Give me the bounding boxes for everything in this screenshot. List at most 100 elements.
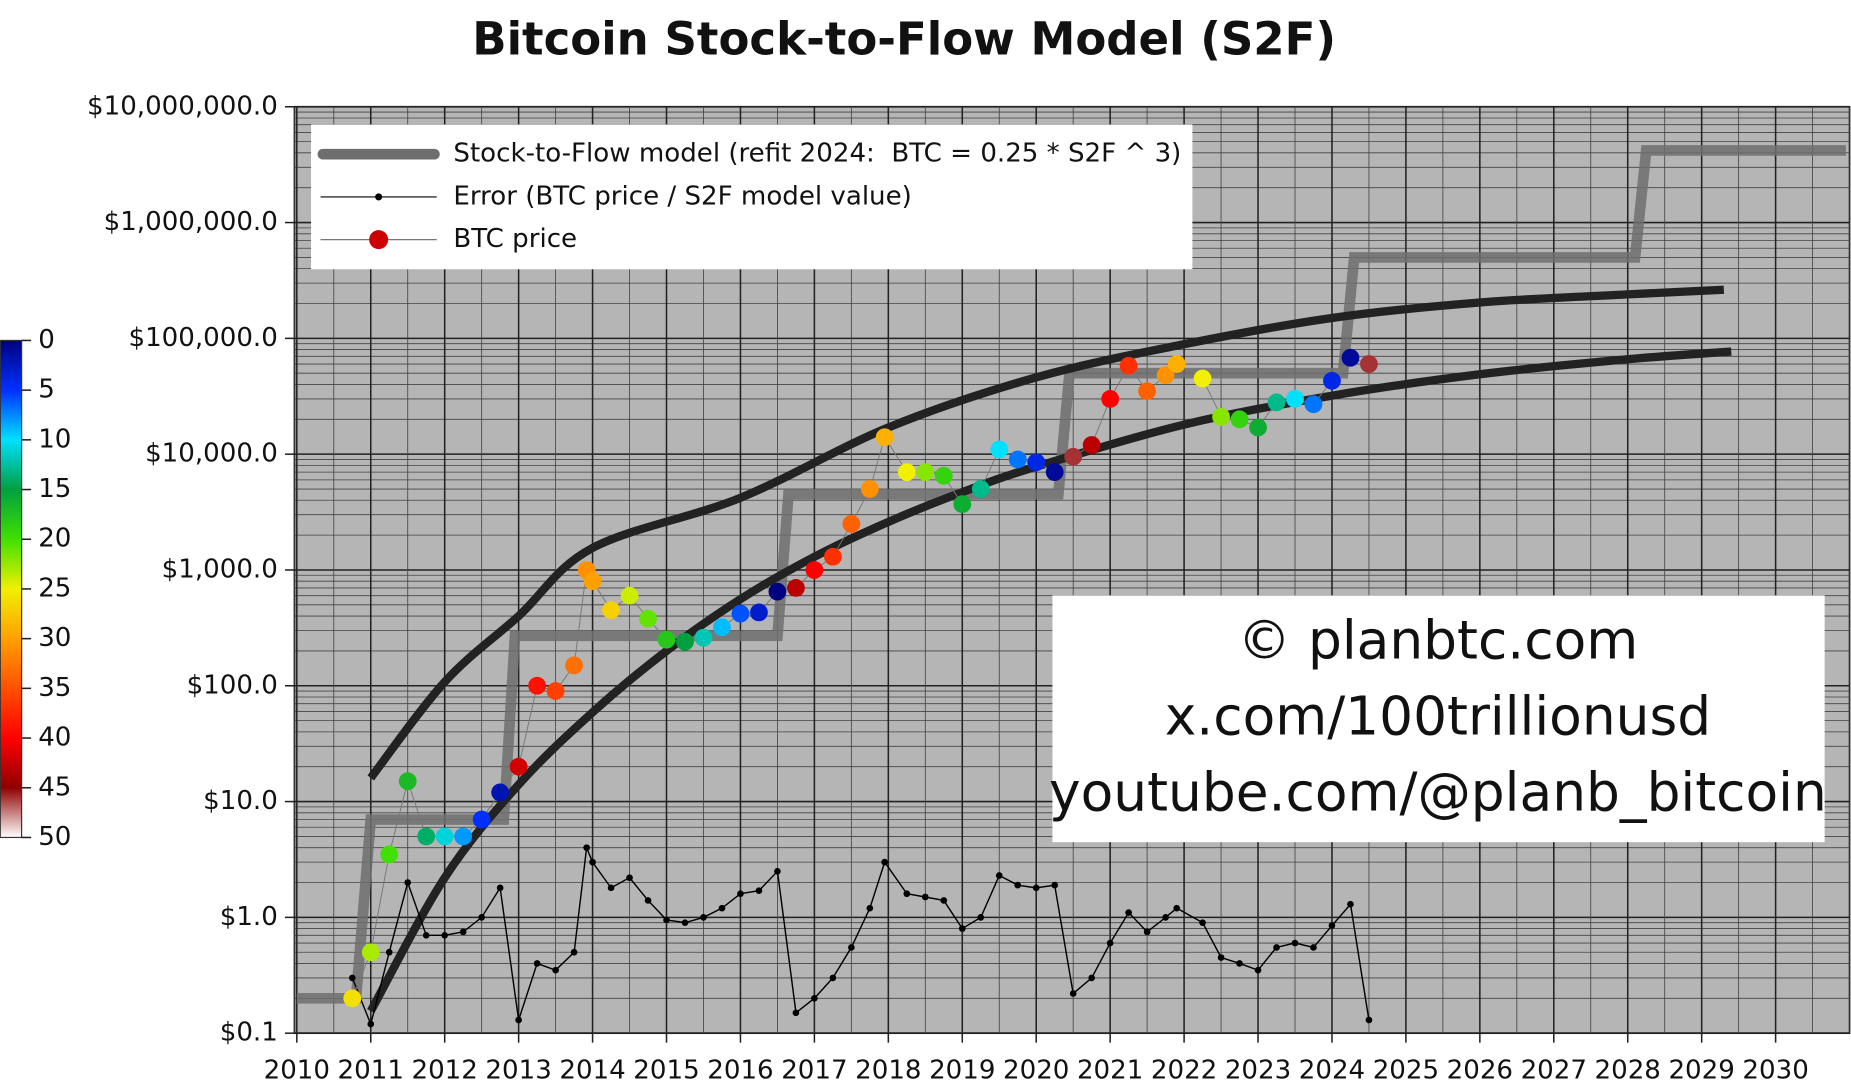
price-point — [417, 827, 436, 846]
error-point — [921, 893, 929, 901]
price-point — [934, 466, 953, 485]
watermark-text: x.com/100trillionusd — [1165, 685, 1711, 748]
legend-label: Stock-to-Flow model (refit 2024: BTC = 0… — [453, 139, 1181, 169]
error-point — [1310, 944, 1317, 951]
error-point — [718, 904, 726, 912]
x-tick-label: 2013 — [485, 1056, 551, 1083]
error-point — [583, 844, 590, 851]
error-point — [811, 994, 818, 1002]
price-point — [971, 480, 990, 498]
x-tick-label: 2030 — [1742, 1056, 1808, 1083]
chart-title: Bitcoin Stock-to-Flow Model (S2F) — [472, 13, 1336, 66]
x-tick-label: 2025 — [1373, 1056, 1439, 1083]
price-point — [842, 514, 861, 533]
error-point — [1106, 939, 1114, 947]
legend-label: Error (BTC price / S2F model value) — [453, 181, 911, 211]
y-tick-label: $1,000.0 — [162, 554, 278, 584]
x-tick-label: 2010 — [264, 1056, 330, 1083]
colorbar-tick-label: 45 — [38, 772, 71, 802]
error-point — [866, 904, 874, 912]
x-tick-label: 2018 — [855, 1056, 921, 1083]
legend-swatch — [375, 193, 383, 201]
price-point — [1249, 418, 1267, 437]
error-point — [1125, 909, 1132, 916]
error-point — [881, 858, 888, 866]
error-point — [1254, 966, 1262, 974]
error-point — [552, 966, 559, 974]
x-tick-label: 2027 — [1521, 1056, 1587, 1083]
price-point — [1212, 407, 1230, 426]
price-point — [1304, 395, 1323, 414]
x-tick-label: 2022 — [1151, 1056, 1217, 1083]
price-point — [546, 682, 565, 700]
error-point — [478, 914, 485, 921]
price-point — [860, 480, 879, 498]
x-tick-label: 2020 — [1003, 1056, 1069, 1083]
price-point — [398, 772, 417, 791]
error-point — [496, 884, 504, 892]
price-point — [491, 783, 510, 802]
x-tick-label: 2019 — [929, 1056, 995, 1083]
x-tick-label: 2024 — [1299, 1056, 1365, 1083]
error-point — [607, 884, 615, 892]
price-point — [1027, 453, 1046, 472]
colorbar-tick-label: 35 — [38, 673, 71, 703]
price-point — [343, 989, 362, 1008]
price-point — [1193, 369, 1212, 388]
price-point — [639, 609, 657, 628]
price-point — [875, 428, 894, 447]
legend — [311, 124, 1193, 270]
x-tick-label: 2029 — [1668, 1056, 1734, 1083]
band-line — [367, 347, 1732, 1014]
price-point — [787, 579, 805, 597]
price-point — [454, 827, 473, 846]
error-point — [644, 897, 652, 904]
price-point — [1286, 390, 1304, 408]
x-tick-label: 2011 — [338, 1056, 404, 1083]
price-point — [1167, 355, 1186, 373]
error-point — [1032, 884, 1040, 892]
error-point — [626, 874, 633, 882]
price-point — [435, 827, 454, 846]
price-point — [1267, 393, 1286, 412]
error-point — [977, 914, 985, 921]
price-point — [361, 943, 380, 962]
price-point — [1008, 450, 1027, 469]
price-point — [823, 547, 842, 566]
price-point — [676, 632, 694, 651]
error-point — [1365, 1016, 1373, 1024]
model-line — [296, 145, 1846, 1004]
error-point — [367, 1020, 375, 1028]
price-point — [1230, 410, 1249, 429]
error-point — [1069, 990, 1077, 997]
error-point — [589, 858, 596, 866]
error-point — [829, 974, 837, 982]
price-point — [528, 676, 547, 695]
band-line — [367, 285, 1725, 781]
colorbar-tick-label: 50 — [38, 822, 71, 852]
y-tick-label: $100.0 — [187, 670, 278, 700]
price-point — [565, 656, 583, 675]
error-point — [995, 872, 1003, 879]
price-point — [1082, 436, 1101, 454]
price-point — [620, 586, 639, 605]
colorbar-tick-label: 15 — [38, 474, 71, 504]
colorbar-tick-label: 30 — [38, 623, 71, 653]
price-point — [1156, 366, 1175, 385]
price-point — [1045, 463, 1064, 482]
colorbar — [0, 339, 23, 839]
error-point — [1088, 974, 1095, 982]
x-tick-label: 2017 — [781, 1056, 847, 1083]
error-point — [1173, 904, 1181, 912]
x-tick-label: 2026 — [1447, 1056, 1513, 1083]
error-point — [1273, 944, 1280, 951]
colorbar-tick-label: 5 — [38, 375, 55, 405]
error-point — [848, 944, 855, 951]
error-point — [774, 867, 781, 875]
colorbar-tick-label: 25 — [38, 573, 71, 603]
x-tick-label: 2012 — [412, 1056, 478, 1083]
price-point — [768, 582, 787, 601]
price-point — [1119, 356, 1138, 375]
price-point — [1064, 447, 1083, 466]
